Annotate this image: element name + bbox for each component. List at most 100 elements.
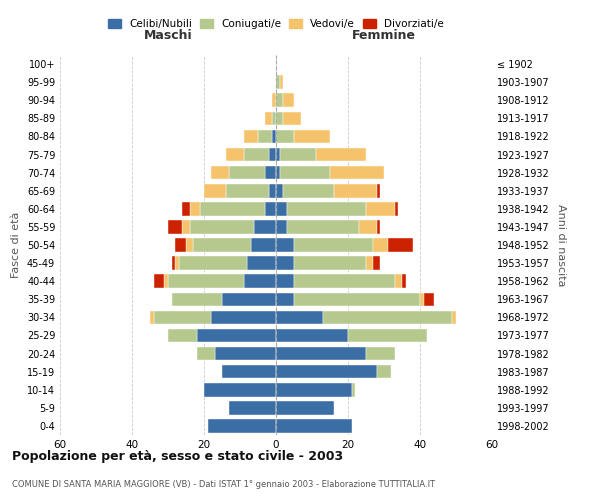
Bar: [276, 401, 334, 414]
Bar: [276, 202, 287, 215]
Bar: [164, 274, 168, 288]
Bar: [283, 184, 334, 198]
Bar: [287, 220, 359, 234]
Bar: [244, 274, 276, 288]
Bar: [276, 238, 294, 252]
Bar: [190, 202, 200, 215]
Bar: [244, 148, 269, 162]
Bar: [395, 274, 402, 288]
Bar: [276, 419, 352, 432]
Bar: [197, 347, 215, 360]
Bar: [276, 365, 377, 378]
Bar: [168, 328, 197, 342]
Bar: [265, 202, 276, 215]
Y-axis label: Anni di nascita: Anni di nascita: [556, 204, 566, 286]
Bar: [280, 76, 283, 89]
Bar: [193, 238, 251, 252]
Bar: [269, 148, 276, 162]
Bar: [377, 184, 380, 198]
Bar: [265, 112, 272, 125]
Text: Maschi: Maschi: [143, 30, 193, 43]
Bar: [276, 383, 352, 396]
Bar: [287, 202, 366, 215]
Bar: [402, 274, 406, 288]
Text: Popolazione per età, sesso e stato civile - 2003: Popolazione per età, sesso e stato civil…: [12, 450, 343, 463]
Bar: [182, 220, 190, 234]
Bar: [175, 256, 179, 270]
Bar: [254, 220, 276, 234]
Bar: [294, 256, 366, 270]
Bar: [186, 238, 193, 252]
Bar: [323, 310, 452, 324]
Bar: [211, 310, 276, 324]
Bar: [366, 256, 373, 270]
Bar: [208, 419, 276, 432]
Bar: [280, 148, 316, 162]
Legend: Celibi/Nubili, Coniugati/e, Vedovi/e, Divorziati/e: Celibi/Nubili, Coniugati/e, Vedovi/e, Di…: [104, 14, 448, 33]
Bar: [182, 202, 190, 215]
Bar: [373, 238, 388, 252]
Bar: [251, 238, 276, 252]
Bar: [179, 256, 247, 270]
Bar: [204, 184, 226, 198]
Bar: [420, 292, 424, 306]
Bar: [276, 292, 294, 306]
Bar: [280, 166, 330, 179]
Bar: [352, 383, 355, 396]
Bar: [168, 220, 182, 234]
Y-axis label: Fasce di età: Fasce di età: [11, 212, 21, 278]
Bar: [377, 365, 391, 378]
Bar: [373, 256, 380, 270]
Bar: [172, 256, 175, 270]
Bar: [276, 148, 280, 162]
Bar: [269, 184, 276, 198]
Bar: [175, 238, 186, 252]
Text: COMUNE DI SANTA MARIA MAGGIORE (VB) - Dati ISTAT 1° gennaio 2003 - Elaborazione : COMUNE DI SANTA MARIA MAGGIORE (VB) - Da…: [12, 480, 435, 489]
Bar: [316, 148, 366, 162]
Bar: [348, 328, 427, 342]
Bar: [172, 292, 222, 306]
Bar: [229, 401, 276, 414]
Bar: [276, 274, 294, 288]
Bar: [276, 310, 323, 324]
Bar: [226, 184, 269, 198]
Bar: [388, 238, 413, 252]
Bar: [247, 256, 276, 270]
Bar: [294, 292, 420, 306]
Bar: [190, 220, 254, 234]
Bar: [154, 274, 164, 288]
Bar: [226, 148, 244, 162]
Bar: [258, 130, 272, 143]
Bar: [200, 202, 265, 215]
Bar: [395, 202, 398, 215]
Bar: [272, 94, 276, 107]
Bar: [334, 184, 377, 198]
Bar: [222, 292, 276, 306]
Bar: [283, 94, 294, 107]
Bar: [154, 310, 211, 324]
Bar: [294, 274, 395, 288]
Bar: [272, 130, 276, 143]
Bar: [276, 184, 283, 198]
Bar: [330, 166, 384, 179]
Bar: [276, 166, 280, 179]
Bar: [211, 166, 229, 179]
Bar: [283, 112, 301, 125]
Text: Femmine: Femmine: [352, 30, 416, 43]
Bar: [294, 238, 373, 252]
Bar: [215, 347, 276, 360]
Bar: [359, 220, 377, 234]
Bar: [168, 274, 244, 288]
Bar: [265, 166, 276, 179]
Bar: [222, 365, 276, 378]
Bar: [276, 347, 366, 360]
Bar: [276, 130, 294, 143]
Bar: [366, 202, 395, 215]
Bar: [366, 347, 395, 360]
Bar: [272, 112, 276, 125]
Bar: [452, 310, 456, 324]
Bar: [276, 76, 280, 89]
Bar: [294, 130, 330, 143]
Bar: [197, 328, 276, 342]
Bar: [276, 256, 294, 270]
